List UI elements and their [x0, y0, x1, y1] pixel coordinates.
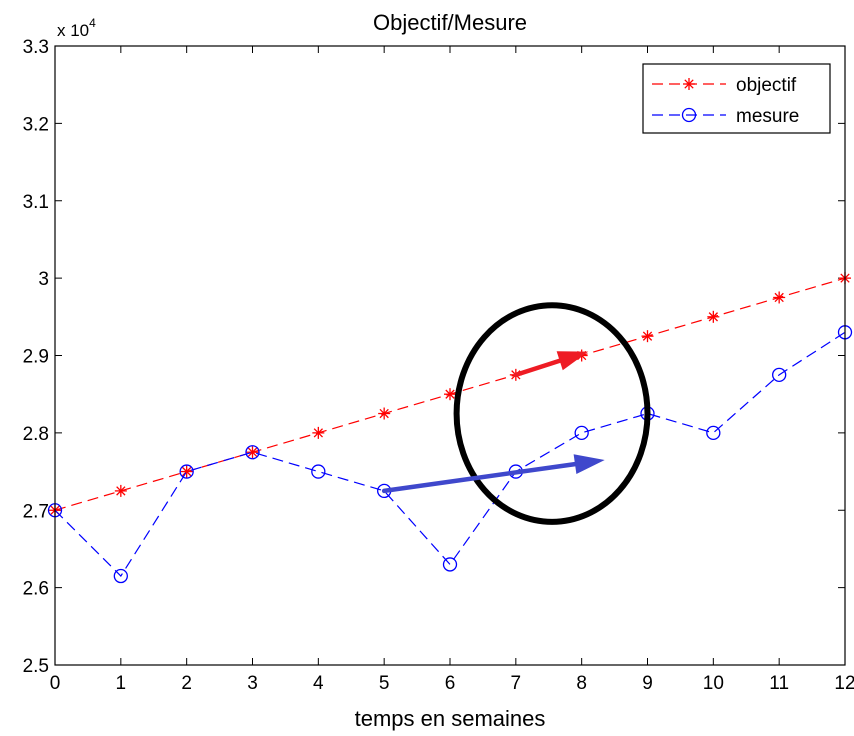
data-point-circle	[681, 107, 697, 123]
x-tick-label: 6	[445, 673, 456, 694]
legend: objectif mesure	[642, 63, 831, 134]
series-objectif	[49, 272, 851, 517]
data-point-circle	[179, 464, 194, 479]
annotation-arrow	[381, 454, 605, 494]
legend-label: objectif	[736, 75, 797, 96]
data-point-asterisk	[246, 446, 259, 459]
data-point-circle	[706, 425, 721, 441]
y-tick-label: 2.7	[23, 501, 49, 522]
series-mesure	[47, 325, 853, 584]
x-tick-label: 12	[834, 673, 854, 694]
y-multiplier-exponent: 4	[89, 16, 96, 30]
legend-label: mesure	[736, 106, 799, 127]
asterisk-stroke	[313, 428, 323, 438]
y-tick-label: 2.9	[23, 347, 49, 368]
data-point-asterisk	[444, 388, 456, 401]
x-tick-label: 7	[511, 673, 522, 694]
data-point-asterisk	[114, 484, 127, 497]
plot-frame	[54, 45, 846, 666]
data-point-circle	[245, 445, 260, 460]
arrow-shaft	[381, 461, 578, 494]
arrow-shaft	[513, 358, 562, 378]
data-point-asterisk	[312, 426, 325, 439]
x-tick-label: 10	[703, 673, 724, 694]
y-tick-label: 2.5	[23, 656, 49, 677]
y-tick-label: 3.3	[23, 37, 49, 58]
x-tick-label: 3	[247, 673, 258, 694]
arrow-head	[573, 454, 605, 475]
legend-entry-objectif: objectif	[652, 75, 797, 96]
x-tick-label: 11	[769, 673, 789, 694]
plot-background	[55, 46, 845, 665]
y-tick-label: 2.6	[23, 579, 49, 600]
asterisk-stroke	[684, 79, 694, 89]
data-point-asterisk	[641, 330, 654, 343]
x-tick-label: 5	[379, 673, 390, 694]
axis-ticks: 0 1 2 3 4 5 6 7 8 9 10 11 122.52.62.72.82.933.13.23.…	[23, 37, 854, 694]
y-tick-label: 2.8	[23, 424, 49, 445]
asterisk-stroke	[445, 389, 455, 399]
asterisk-stroke	[182, 466, 192, 477]
data-point-asterisk	[378, 407, 391, 420]
asterisk-stroke	[774, 292, 784, 303]
y-axis-multiplier: x 104	[57, 16, 96, 40]
data-point-circle	[311, 464, 326, 479]
annotation-ellipse	[453, 302, 651, 525]
annotation-arrow	[513, 351, 589, 378]
data-point-circle	[442, 557, 458, 572]
y-tick-label: 3.2	[23, 114, 49, 135]
asterisk-stroke	[116, 486, 126, 496]
data-point-asterisk	[180, 465, 193, 478]
x-tick-label: 8	[576, 673, 587, 694]
data-point-circle	[113, 568, 128, 584]
data-point-asterisk	[707, 310, 720, 323]
data-point-circle	[574, 425, 589, 441]
y-tick-label: 3.1	[23, 192, 49, 213]
series-layer	[47, 272, 853, 584]
asterisk-stroke	[642, 331, 653, 341]
x-axis-label: temps en semaines	[355, 706, 546, 731]
data-point-circle	[772, 367, 787, 382]
data-point-asterisk	[683, 78, 695, 90]
x-tick-label: 1	[116, 673, 127, 694]
legend-box	[642, 63, 831, 134]
annotations-layer	[381, 302, 651, 525]
legend-entry-mesure: mesure	[652, 106, 799, 127]
chart-title: Objectif/Mesure	[373, 10, 527, 35]
arrow-head	[556, 351, 589, 371]
x-tick-label: 4	[313, 673, 324, 694]
asterisk-stroke	[708, 312, 718, 322]
y-tick-label: 3	[38, 269, 49, 290]
asterisk-stroke	[247, 447, 258, 457]
x-tick-label: 9	[642, 673, 653, 694]
data-point-asterisk	[773, 291, 786, 304]
x-tick-label: 2	[181, 673, 192, 694]
x-tick-label: 0	[50, 673, 61, 694]
y-multiplier-base: x 10	[57, 21, 89, 40]
asterisk-stroke	[379, 408, 389, 419]
